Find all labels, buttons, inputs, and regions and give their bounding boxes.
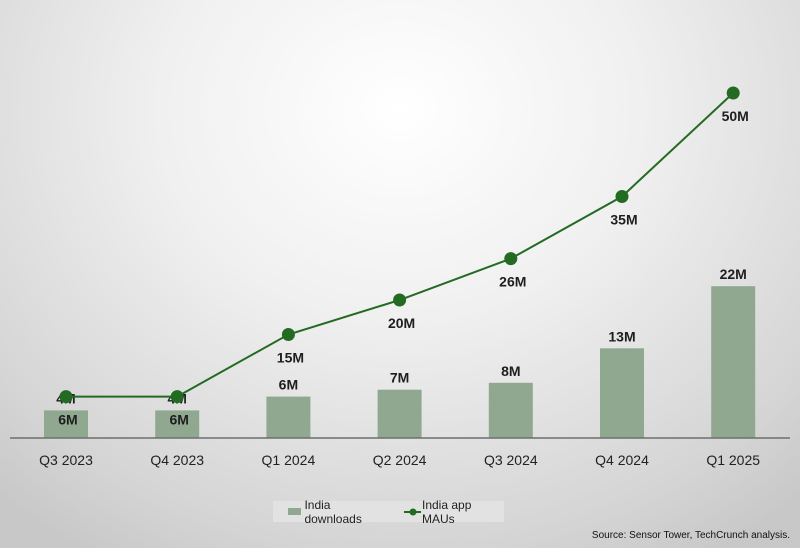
mau-label-2: 15M — [277, 350, 304, 366]
mau-label-0: 6M — [58, 412, 77, 428]
mau-point-0 — [59, 390, 73, 404]
x-tick-label-0: Q3 2023 — [39, 452, 93, 468]
bar-label-2: 6M — [279, 377, 298, 393]
mau-point-4 — [504, 252, 518, 266]
mau-point-5 — [615, 190, 629, 203]
bar-label-5: 13M — [608, 328, 635, 344]
x-tick-label-6: Q1 2025 — [706, 452, 760, 468]
mau-point-2 — [281, 328, 295, 341]
mau-label-3: 20M — [388, 315, 415, 331]
mau-point-6 — [726, 86, 740, 100]
legend-line-marker-icon — [403, 508, 421, 515]
legend-downloads-label: India downloads — [304, 497, 362, 526]
x-tick-label-5: Q4 2024 — [595, 452, 649, 468]
mau-label-5: 35M — [610, 212, 637, 228]
bar-1 — [155, 410, 200, 438]
bar-4 — [488, 382, 533, 438]
bar-6 — [711, 286, 756, 438]
legend-bar-swatch — [288, 508, 302, 515]
mau-point-1 — [170, 390, 184, 404]
source-note: Source: Sensor Tower, TechCrunch analysi… — [591, 530, 790, 541]
bar-5 — [600, 348, 644, 438]
bar-label-4: 8M — [501, 363, 520, 379]
bar-3 — [377, 389, 422, 438]
legend: India downloads India app MAUs — [273, 498, 504, 526]
mau-point-3 — [393, 293, 407, 307]
legend-maus-label: India app MAUs — [422, 497, 472, 526]
bar-label-3: 7M — [390, 370, 409, 386]
mau-label-1: 6M — [169, 412, 188, 428]
bar-0 — [44, 410, 88, 438]
x-tick-label-1: Q4 2023 — [150, 452, 204, 468]
mau-label-6: 50M — [722, 108, 749, 124]
bar-label-6: 22M — [720, 266, 747, 282]
bar-2 — [266, 396, 311, 438]
x-tick-label-2: Q1 2024 — [262, 452, 316, 468]
mau-label-4: 26M — [499, 274, 526, 290]
x-tick-label-3: Q2 2024 — [373, 452, 427, 468]
x-tick-label-4: Q3 2024 — [484, 452, 538, 468]
